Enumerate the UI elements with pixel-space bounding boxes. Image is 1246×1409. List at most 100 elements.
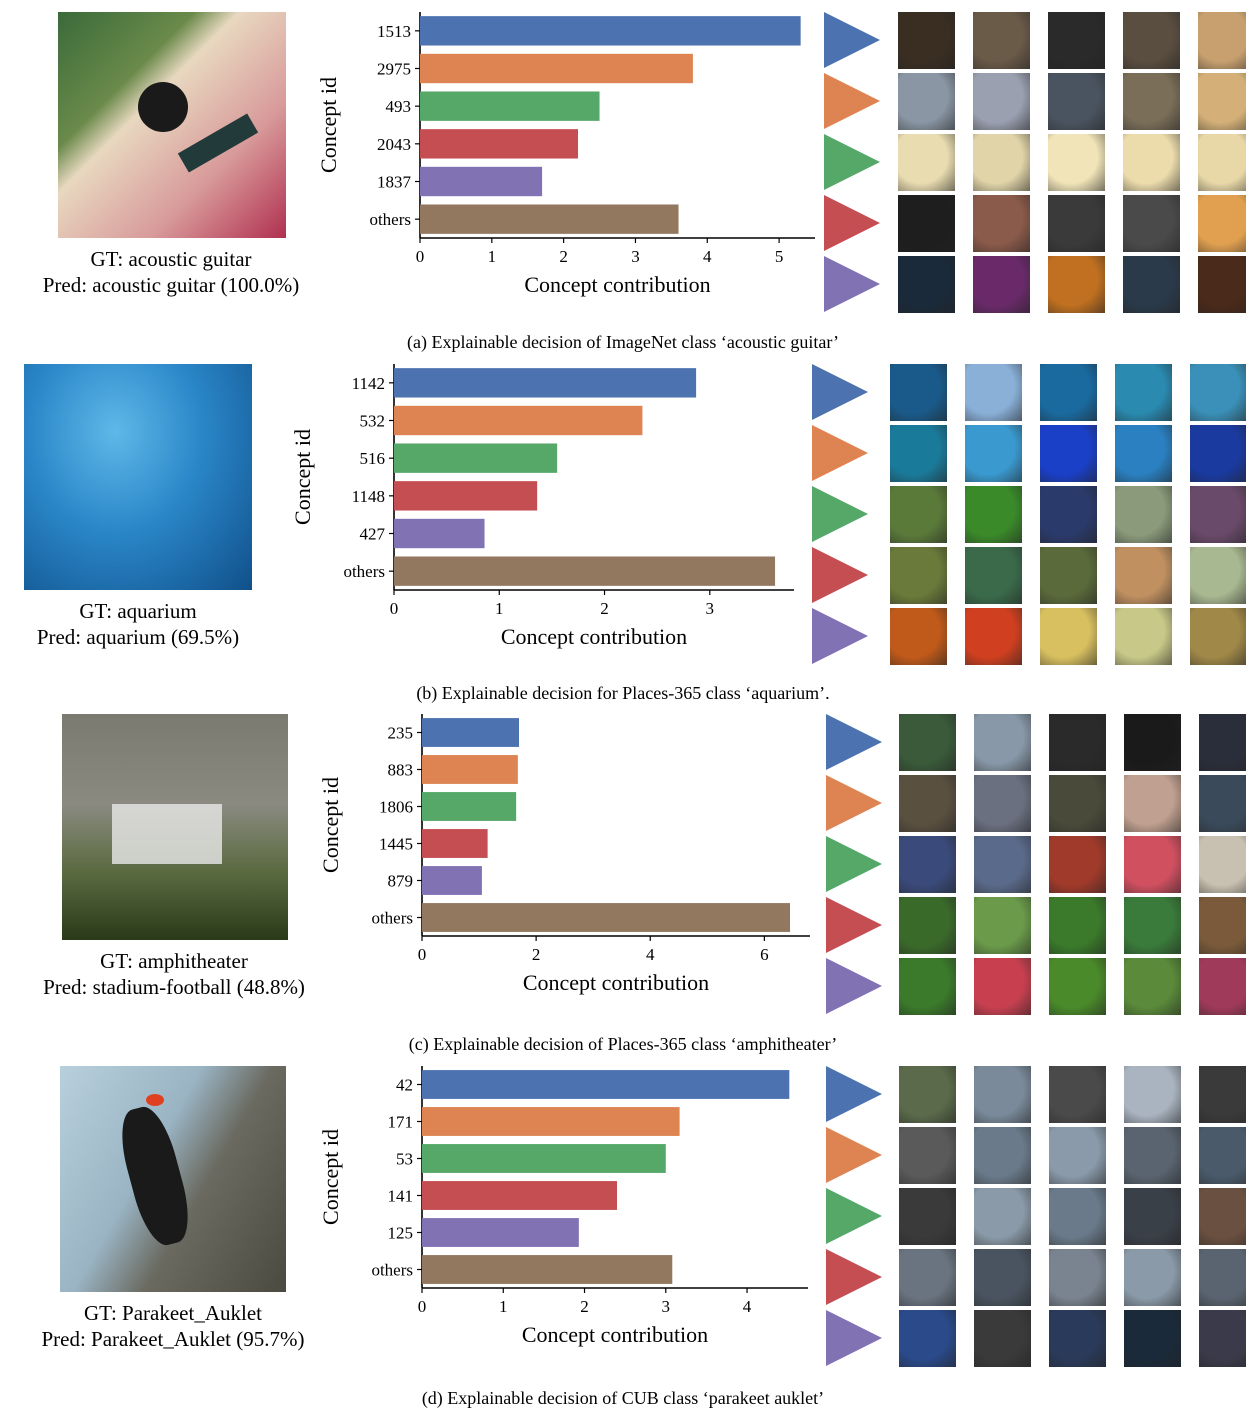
- concept-patch: [898, 12, 955, 69]
- prediction-label: Pred: Parakeet_Auklet (95.7%): [41, 1327, 305, 1351]
- concept-patch: [974, 775, 1031, 832]
- concept-patch: [1123, 195, 1180, 252]
- concept-patch: [1124, 958, 1181, 1015]
- panel-d: GT: Parakeet_Auklet Pred: Parakeet_Aukle…: [0, 1054, 1246, 1408]
- ground-truth-label: GT: aquarium Pred: aquarium (69.5%): [0, 598, 276, 650]
- concept-patch: [898, 195, 955, 252]
- concept-patch: [974, 714, 1031, 771]
- bar-427: [394, 518, 485, 549]
- concept-patch: [1199, 1249, 1246, 1306]
- concept-patch: [1048, 195, 1105, 252]
- y-tick-label: others: [371, 909, 413, 928]
- concept-patch: [1115, 547, 1172, 604]
- bar-493: [420, 91, 600, 121]
- bar-2043: [420, 129, 578, 159]
- concept-patch: [899, 1127, 956, 1184]
- x-tick-label: 4: [646, 945, 655, 964]
- concept-marker-1: [812, 364, 868, 420]
- y-tick-label: others: [371, 1261, 413, 1280]
- concept-patch: [1124, 1127, 1181, 1184]
- concept-patch: [1040, 486, 1097, 543]
- y-tick-label: 235: [388, 724, 414, 743]
- concept-marker-5: [824, 256, 880, 312]
- concept-patch: [899, 1310, 956, 1367]
- concept-patch: [1048, 12, 1105, 69]
- concept-patch: [965, 608, 1022, 665]
- concept-patch: [1048, 256, 1105, 313]
- panel-c: GT: amphitheater Pred: stadium-football …: [0, 702, 1246, 1054]
- concept-patch: [973, 12, 1030, 69]
- y-axis-label: Concept id: [290, 429, 315, 525]
- concept-patch: [1199, 1310, 1246, 1367]
- concept-patch: [1115, 425, 1172, 482]
- concept-patch: [1199, 1127, 1246, 1184]
- input-image-auklet: [60, 1066, 286, 1292]
- concept-marker-2: [824, 73, 880, 129]
- concept-patch: [1049, 1066, 1106, 1123]
- prediction-label: Pred: stadium-football (48.8%): [43, 975, 305, 999]
- bar-42: [422, 1070, 790, 1099]
- concept-patch: [974, 897, 1031, 954]
- concept-patch: [973, 195, 1030, 252]
- concept-patch: [974, 1066, 1031, 1123]
- concept-patch: [1124, 1249, 1181, 1306]
- concept-patch: [1190, 425, 1246, 482]
- concept-patch: [899, 836, 956, 893]
- concept-patch: [899, 1249, 956, 1306]
- x-tick-label: 3: [662, 1297, 671, 1316]
- ground-truth-label: GT: acoustic guitar Pred: acoustic guita…: [0, 246, 342, 298]
- y-tick-label: 532: [360, 412, 386, 431]
- y-tick-label: 42: [396, 1076, 413, 1095]
- y-tick-label: 427: [360, 525, 386, 544]
- x-tick-label: 3: [631, 247, 640, 266]
- concept-patch: [1199, 958, 1246, 1015]
- caption-d: (d) Explainable decision of CUB class ‘p…: [421, 1388, 825, 1408]
- x-tick-label: 0: [418, 945, 427, 964]
- panel-a: GT: acoustic guitar Pred: acoustic guita…: [0, 0, 1246, 352]
- concept-patch: [1190, 364, 1246, 421]
- concept-patch: [1199, 1066, 1246, 1123]
- x-tick-label: 1: [499, 1297, 508, 1316]
- concept-patch: [1049, 714, 1106, 771]
- bar-125: [422, 1218, 579, 1247]
- x-tick-label: 5: [775, 247, 784, 266]
- concept-marker-1: [824, 12, 880, 68]
- y-tick-label: 53: [396, 1150, 413, 1169]
- y-tick-label: 879: [388, 872, 414, 891]
- caption-a: (a) Explainable decision of ImageNet cla…: [407, 332, 839, 352]
- bar-883: [422, 755, 518, 784]
- y-tick-label: 516: [360, 449, 386, 468]
- concept-patch: [1198, 73, 1246, 130]
- bar-chart-d: 42 171 53 141 125 others 0 1 2 3 4 Concept contribu…: [318, 1066, 808, 1347]
- concept-marker-5: [826, 958, 882, 1014]
- y-tick-label: 171: [388, 1113, 414, 1132]
- concept-patch: [899, 1188, 956, 1245]
- x-tick-label: 2: [559, 247, 568, 266]
- concept-marker-4: [826, 1249, 882, 1305]
- concept-patch: [965, 486, 1022, 543]
- concept-patch: [1049, 1310, 1106, 1367]
- bar-others: [420, 204, 679, 234]
- y-tick-label: 883: [388, 761, 414, 780]
- concept-patch: [1198, 256, 1246, 313]
- concept-patch: [965, 425, 1022, 482]
- bar-1445: [422, 829, 488, 858]
- concept-marker-4: [826, 897, 882, 953]
- concept-patch: [898, 134, 955, 191]
- concept-marker-3: [826, 1188, 882, 1244]
- x-tick-label: 6: [760, 945, 769, 964]
- concept-patch: [1123, 134, 1180, 191]
- concept-patch: [965, 547, 1022, 604]
- concept-patch: [1049, 1188, 1106, 1245]
- concept-patch: [1040, 364, 1097, 421]
- concept-patch: [1199, 714, 1246, 771]
- bar-1148: [394, 481, 538, 511]
- bar-516: [394, 443, 558, 473]
- concept-marker-4: [812, 547, 868, 603]
- x-tick-label: 1: [495, 599, 504, 618]
- x-tick-label: 0: [416, 247, 425, 266]
- concept-patch: [1199, 897, 1246, 954]
- concept-patch: [1124, 1310, 1181, 1367]
- concept-patch: [1048, 134, 1105, 191]
- bar-1142: [394, 368, 697, 398]
